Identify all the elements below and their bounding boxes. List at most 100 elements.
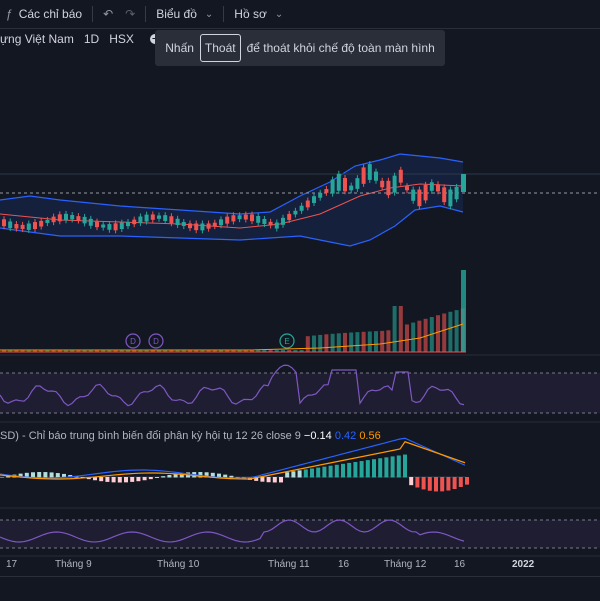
macd-histogram-bar	[43, 472, 48, 478]
volume-bar	[82, 350, 87, 352]
volume-bar	[119, 350, 124, 352]
event-marker-label: D	[130, 337, 136, 346]
volume-bar	[225, 350, 230, 352]
volume-bar	[113, 350, 118, 352]
volume-bar	[26, 350, 31, 352]
candle-body	[336, 173, 341, 191]
candle-body	[293, 210, 298, 215]
candle-body	[101, 224, 106, 228]
macd-histogram-value: −0.14	[303, 430, 332, 442]
macd-histogram-bar	[316, 467, 321, 478]
interval-label[interactable]: 1D	[83, 32, 100, 46]
candle-body	[225, 216, 230, 224]
volume-bar	[132, 350, 137, 352]
macd-histogram-bar	[210, 472, 215, 478]
volume-bar	[150, 350, 155, 352]
chevron-down-icon: ⌄	[274, 8, 284, 20]
volume-bar	[454, 310, 459, 352]
macd-histogram-bar	[372, 459, 376, 478]
candle-body	[219, 219, 223, 226]
volume-bar	[237, 350, 242, 352]
volume-bar	[175, 350, 180, 352]
volume-bar	[386, 330, 391, 352]
candle-body	[386, 180, 391, 196]
macd-histogram-bar	[18, 473, 23, 478]
volume-bar	[64, 350, 68, 352]
volume-bar	[88, 350, 93, 352]
volume-bar	[107, 350, 112, 352]
macd-histogram-bar	[334, 464, 339, 478]
candle-body	[405, 186, 409, 191]
macd-histogram-bar	[415, 477, 420, 488]
macd-histogram-bar	[105, 477, 110, 482]
volume-bar	[448, 311, 453, 352]
macd-histogram-bar	[31, 472, 35, 478]
macd-histogram-bar	[217, 473, 221, 478]
time-tick: Tháng 12	[384, 559, 427, 570]
candle-body	[64, 213, 68, 221]
symbol-legend: ựng Việt Nam 1D HSX –	[0, 32, 160, 46]
candle-body	[318, 192, 323, 198]
indicators-label: Các chỉ báo	[18, 7, 83, 21]
macd-histogram-bar	[260, 477, 265, 482]
macd-histogram-bar	[452, 477, 457, 490]
volume-bar	[349, 332, 354, 352]
candle-body	[417, 189, 422, 207]
candle-body	[343, 177, 347, 192]
volume-ma-line	[0, 323, 464, 351]
redo-button[interactable]: ↷	[119, 0, 141, 28]
collapse-legend-icon[interactable]: –	[149, 34, 160, 44]
macd-histogram-bar	[378, 458, 383, 478]
bottom-toolbar	[0, 576, 600, 601]
candle-body	[361, 167, 366, 184]
macd-histogram-bar	[390, 456, 395, 478]
candle-body	[76, 216, 81, 221]
undo-button[interactable]: ↶	[97, 0, 119, 28]
macd-histogram-bar	[465, 477, 469, 485]
candle-body	[312, 196, 316, 203]
oscillator-line	[0, 519, 465, 543]
macd-histogram-bar	[155, 477, 159, 478]
macd-histogram-bar	[111, 477, 116, 483]
macd-histogram-bar	[365, 460, 370, 478]
volume-bar	[157, 350, 161, 352]
candle-body	[392, 175, 397, 193]
volume-bar	[330, 333, 335, 352]
macd-histogram-bar	[266, 477, 271, 483]
volume-bar	[417, 320, 422, 352]
candle-body	[33, 222, 37, 230]
profile-menu-label: Hồ sơ	[234, 7, 267, 21]
bollinger-upper	[0, 153, 464, 215]
candle-body	[132, 219, 137, 225]
candle-body	[8, 221, 13, 229]
candle-body	[138, 216, 143, 224]
volume-bar	[318, 334, 323, 352]
candle-body	[157, 215, 161, 219]
profile-menu-button[interactable]: Hồ sơ ⌄	[228, 0, 289, 28]
candle-body	[250, 214, 254, 222]
volume-bar	[380, 330, 385, 352]
macd-histogram-bar	[55, 473, 60, 478]
candle-body	[181, 222, 186, 227]
macd-histogram-bar	[167, 474, 172, 478]
indicators-button[interactable]: ƒ Các chỉ báo	[0, 0, 88, 28]
macd-histogram-bar	[291, 471, 296, 478]
time-axis[interactable]: 17 Tháng 9 Tháng 10 Tháng 11 16 Tháng 12…	[0, 556, 600, 576]
volume-bar	[299, 350, 304, 352]
time-tick: 17	[6, 559, 18, 570]
chart-menu-button[interactable]: Biểu đồ ⌄	[150, 0, 219, 28]
rsi-band	[0, 373, 600, 413]
macd-histogram-bar	[130, 477, 135, 482]
volume-bar	[20, 350, 25, 352]
macd-histogram-bar	[297, 470, 302, 478]
macd-histogram-bar	[279, 477, 283, 483]
toast-suffix: để thoát khỏi chế độ toàn màn hình	[246, 41, 435, 55]
volume-bar	[336, 333, 341, 352]
bollinger-basis	[0, 183, 464, 229]
volume-bar	[281, 350, 285, 352]
volume-bar	[293, 350, 298, 352]
macd-histogram-bar	[62, 473, 66, 478]
candle-body	[398, 169, 403, 183]
volume-bar	[169, 350, 174, 352]
